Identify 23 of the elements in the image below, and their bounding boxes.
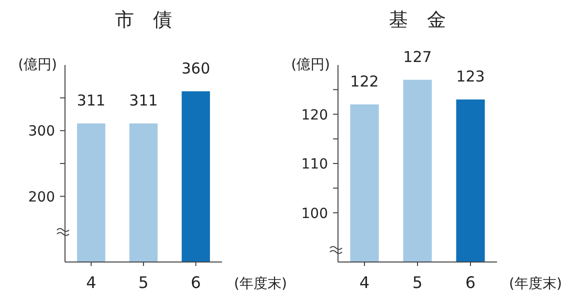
- x-tick-label: 4: [86, 273, 96, 292]
- y-tick-label: 110: [301, 156, 328, 172]
- x-tick-label: 4: [359, 273, 370, 292]
- x-tick-label: 6: [465, 273, 476, 292]
- data-label: 311: [129, 91, 158, 110]
- y-tick-label: 100: [301, 206, 328, 222]
- y-tick-label: 120: [301, 107, 328, 124]
- data-label: 311: [76, 91, 106, 110]
- chart-title: 基 金: [389, 9, 446, 31]
- chart-title: 市 債: [115, 9, 172, 31]
- x-axis-title: (年度末): [509, 276, 562, 292]
- data-label: 123: [456, 67, 485, 86]
- y-tick-label: 200: [28, 189, 55, 206]
- y-tick-label: 300: [28, 124, 55, 140]
- data-label: 127: [403, 48, 432, 66]
- y-axis-title: (億円): [18, 57, 57, 73]
- x-tick-label: 5: [412, 273, 423, 292]
- y-axis-title: (億円): [291, 57, 330, 73]
- x-tick-label: 6: [190, 273, 201, 292]
- x-axis-title: (年度末): [234, 276, 287, 292]
- data-label: 360: [182, 59, 210, 78]
- x-tick-label: 5: [138, 273, 149, 292]
- data-label: 122: [350, 72, 379, 90]
